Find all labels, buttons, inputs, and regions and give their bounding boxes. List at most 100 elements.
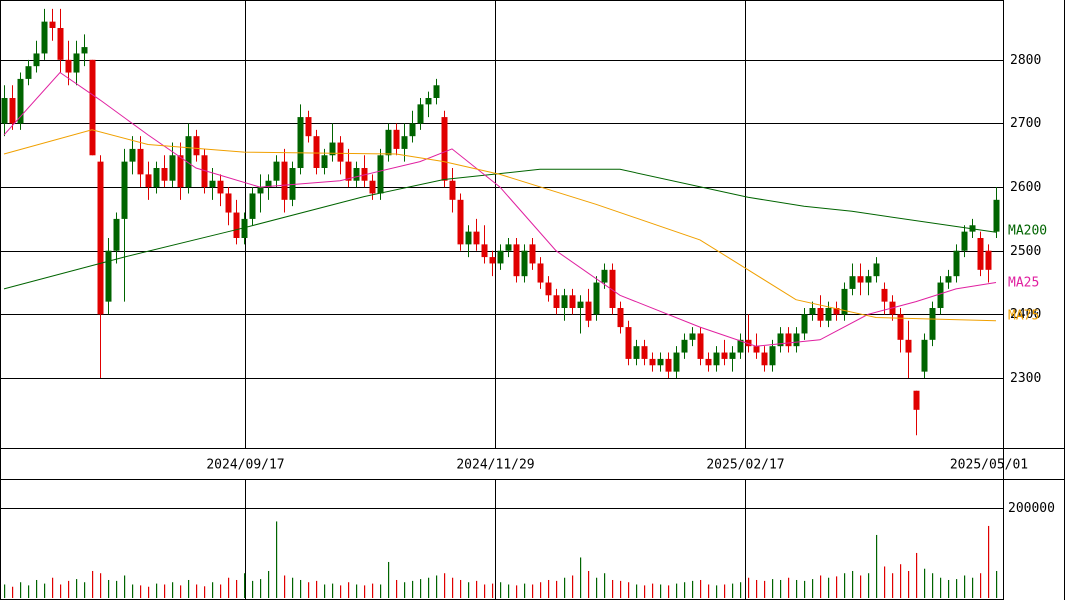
candle-body xyxy=(737,339,744,353)
candle-body xyxy=(697,333,704,359)
volume-bar xyxy=(628,582,630,598)
volume-bar xyxy=(156,583,158,598)
volume-bar xyxy=(100,573,102,598)
volume-bar xyxy=(372,583,374,598)
volume-bar xyxy=(364,585,366,598)
candle-body xyxy=(545,282,552,296)
candle-body xyxy=(1,98,8,124)
volume-bar xyxy=(484,584,486,598)
candle-body xyxy=(873,263,880,277)
candle-body xyxy=(609,269,616,308)
candle-body xyxy=(441,117,448,181)
candle-body xyxy=(745,339,752,347)
candle-body xyxy=(577,301,584,308)
y-tick-label: 2400 xyxy=(1010,307,1041,322)
candle-body xyxy=(897,314,904,340)
candle-body xyxy=(793,333,800,347)
volume-bar xyxy=(716,585,718,598)
candle-body xyxy=(49,21,56,28)
candle-body xyxy=(681,339,688,353)
volume-bar xyxy=(4,584,6,598)
candle-body xyxy=(57,28,64,60)
candle-body xyxy=(473,231,480,245)
volume-bar xyxy=(140,585,142,598)
moving-average-line xyxy=(3,129,997,322)
volume-bar xyxy=(996,570,998,598)
volume-bar xyxy=(556,580,558,598)
candle-body xyxy=(401,136,408,149)
candle-body xyxy=(617,308,624,328)
volume-bar xyxy=(820,575,822,598)
volume-bar xyxy=(412,580,414,598)
volume-bar xyxy=(844,573,846,598)
volume-bar xyxy=(420,579,422,598)
candle-body xyxy=(385,129,392,156)
volume-bar xyxy=(468,582,470,598)
candle-body xyxy=(921,339,928,372)
candle-body xyxy=(505,244,512,251)
volume-bar xyxy=(692,580,694,598)
candle-body xyxy=(345,161,352,181)
candle-body xyxy=(145,174,152,188)
volume-bar xyxy=(228,577,230,598)
volume-bar xyxy=(860,575,862,598)
volume-bar xyxy=(388,561,390,598)
candle-body xyxy=(585,301,592,321)
volume-bar xyxy=(60,584,62,598)
candle-body xyxy=(417,104,424,124)
candle-body xyxy=(281,161,288,200)
candle-body xyxy=(593,282,600,315)
candle-body xyxy=(409,123,416,137)
volume-bar xyxy=(836,576,838,598)
candle-body xyxy=(329,142,336,156)
volume-bar xyxy=(36,579,38,598)
volume-bar xyxy=(668,585,670,598)
candle-body xyxy=(977,238,984,270)
candle-body xyxy=(41,21,48,54)
volume-bar xyxy=(316,580,318,598)
candle-body xyxy=(905,339,912,353)
candle-body xyxy=(289,168,296,200)
candle-body xyxy=(529,244,536,264)
volume-bar xyxy=(868,573,870,598)
candle-body xyxy=(481,244,488,258)
volume-bar xyxy=(532,584,534,598)
volume-bar xyxy=(260,579,262,598)
volume-bar xyxy=(356,584,358,598)
candle-body xyxy=(217,180,224,194)
candle-body xyxy=(153,168,160,188)
volume-bar xyxy=(252,580,254,598)
candle-body xyxy=(801,314,808,334)
volume-bar xyxy=(732,583,734,598)
candle-body xyxy=(833,308,840,315)
volume-bar xyxy=(540,582,542,598)
candle-body xyxy=(665,358,672,372)
volume-bar xyxy=(132,584,134,598)
volume-bar xyxy=(604,573,606,598)
volume-bar xyxy=(708,584,710,598)
candle-body xyxy=(657,358,664,366)
candle-body xyxy=(713,352,720,366)
candle-body xyxy=(321,155,328,168)
candle-body xyxy=(857,276,864,283)
volume-bar xyxy=(180,585,182,598)
volume-bar xyxy=(292,577,294,598)
volume-bar xyxy=(980,573,982,598)
volume-bar xyxy=(44,583,46,598)
candle-body xyxy=(961,231,968,251)
candle-body xyxy=(849,276,856,289)
volume-bar xyxy=(508,584,510,598)
volume-bar xyxy=(116,580,118,598)
moving-average-line xyxy=(3,168,997,290)
candle-body xyxy=(209,180,216,188)
volume-bar xyxy=(340,585,342,598)
volume-bar xyxy=(500,582,502,598)
y-tick-label: 2600 xyxy=(1010,180,1041,195)
y-tick-label: 2500 xyxy=(1010,244,1041,259)
volume-bar xyxy=(516,585,518,598)
volume-bar xyxy=(884,566,886,598)
candle-body xyxy=(809,308,816,315)
volume-bar xyxy=(452,577,454,598)
candle-body xyxy=(553,295,560,308)
